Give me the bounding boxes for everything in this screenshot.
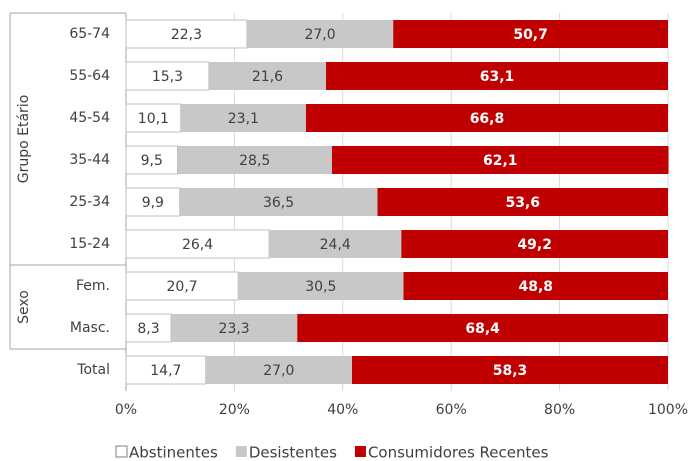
bar-segment (377, 188, 668, 216)
group-label: Grupo Etário (16, 95, 32, 184)
data-label: 14,7 (150, 363, 181, 379)
group-label: Sexo (16, 290, 32, 324)
bar-segment (125, 355, 207, 385)
legend-label: Consumidores Recentes (368, 444, 549, 461)
bar-segment (125, 271, 239, 301)
data-label: 9,9 (142, 195, 164, 211)
bar-segment (170, 314, 298, 342)
x-tick-label: 20% (219, 402, 250, 418)
y-tick-label: 35-44 (69, 152, 110, 168)
legend-swatch (235, 446, 247, 457)
bar-segment (208, 62, 326, 90)
x-tick-label: 100% (648, 402, 688, 418)
legend-swatch (115, 445, 128, 458)
bar-segment (125, 145, 178, 175)
data-label: 23,3 (219, 321, 250, 337)
bar-segment (177, 146, 332, 174)
data-label: 48,8 (518, 279, 553, 295)
data-label: 63,1 (480, 69, 515, 85)
bar-segment (125, 313, 172, 343)
bar-segment (125, 103, 182, 133)
bar-segment (180, 104, 306, 132)
bar-segment (403, 272, 668, 300)
bar-segment (393, 20, 668, 48)
bar-segment (205, 356, 353, 384)
y-tick-label: Masc. (70, 320, 110, 336)
y-tick-label: 55-64 (69, 68, 110, 84)
data-label: 27,0 (304, 27, 335, 43)
data-label: 22,3 (171, 27, 202, 43)
data-label: 27,0 (263, 363, 294, 379)
data-label: 58,3 (493, 363, 528, 379)
x-tick-label: 40% (327, 402, 358, 418)
y-tick-label: 15-24 (69, 236, 110, 252)
legend-label: Desistentes (249, 444, 337, 461)
data-label: 50,7 (513, 27, 548, 43)
data-label: 68,4 (465, 321, 500, 337)
data-label: 9,5 (141, 153, 163, 169)
y-tick-label: Fem. (76, 278, 110, 294)
bar-segment (331, 146, 669, 174)
bar-segment (179, 188, 378, 216)
bar-segment (238, 272, 404, 300)
bar-segment (305, 104, 668, 132)
data-label: 23,1 (228, 111, 259, 127)
bar-segment (246, 20, 394, 48)
bar-segment (325, 62, 668, 90)
data-label: 26,4 (182, 237, 213, 253)
legend-label: Abstinentes (129, 444, 218, 461)
y-tick-label: 25-34 (69, 194, 110, 210)
x-tick-label: 0% (115, 402, 137, 418)
data-label: 49,2 (517, 237, 552, 253)
bar-segment (297, 314, 668, 342)
bar-segment (401, 230, 668, 258)
data-label: 10,1 (138, 111, 169, 127)
bar-segment (125, 187, 181, 217)
data-label: 20,7 (167, 279, 198, 295)
bar-segment (125, 229, 270, 259)
y-tick-label: Total (76, 362, 110, 378)
data-label: 28,5 (239, 153, 270, 169)
data-label: 15,3 (152, 69, 183, 85)
data-label: 24,4 (320, 237, 351, 253)
y-tick-label: 65-74 (69, 26, 110, 42)
data-label: 66,8 (470, 111, 505, 127)
x-tick-label: 60% (436, 402, 467, 418)
y-tick-label: 45-54 (69, 110, 110, 126)
data-label: 8,3 (137, 321, 159, 337)
bar-segment (352, 356, 668, 384)
bar-segment (125, 19, 248, 49)
data-label: 53,6 (505, 195, 540, 211)
x-tick-label: 80% (544, 402, 575, 418)
bar-segment (269, 230, 402, 258)
data-label: 62,1 (483, 153, 518, 169)
data-label: 21,6 (252, 69, 283, 85)
data-label: 30,5 (305, 279, 336, 295)
data-label: 36,5 (263, 195, 294, 211)
legend-swatch (354, 446, 366, 457)
